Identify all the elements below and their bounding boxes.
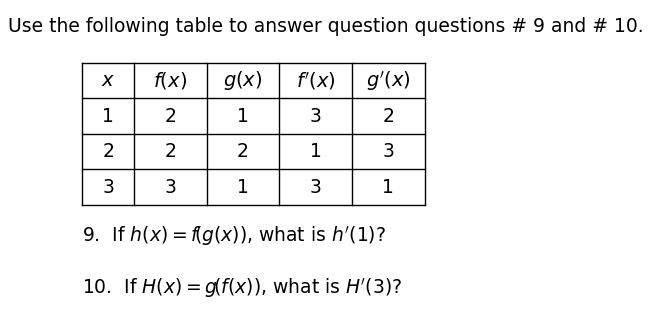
Text: 1: 1 bbox=[102, 107, 114, 126]
Text: 1: 1 bbox=[237, 107, 249, 126]
Text: 9.  If $h(x) = f\!\left(g(x)\right)$, what is $h'(1)$?: 9. If $h(x) = f\!\left(g(x)\right)$, wha… bbox=[82, 224, 386, 248]
Text: 3: 3 bbox=[102, 178, 114, 197]
Text: 3: 3 bbox=[310, 178, 321, 197]
Text: 3: 3 bbox=[310, 107, 321, 126]
Text: $g'(x)$: $g'(x)$ bbox=[366, 69, 411, 93]
Text: 2: 2 bbox=[164, 107, 176, 126]
Text: 1: 1 bbox=[310, 142, 321, 161]
Text: 3: 3 bbox=[382, 142, 394, 161]
Text: 10.  If $H(x) = g\!\left(f(x)\right)$, what is $H'(3)$?: 10. If $H(x) = g\!\left(f(x)\right)$, wh… bbox=[82, 276, 402, 300]
Text: 1: 1 bbox=[382, 178, 394, 197]
Text: 2: 2 bbox=[164, 142, 176, 161]
Text: 2: 2 bbox=[102, 142, 114, 161]
Text: 2: 2 bbox=[237, 142, 249, 161]
Text: $g(x)$: $g(x)$ bbox=[223, 69, 263, 92]
Text: $x$: $x$ bbox=[101, 71, 115, 90]
Text: $f'(x)$: $f'(x)$ bbox=[296, 70, 336, 92]
Text: Use the following table to answer question questions # 9 and # 10.: Use the following table to answer questi… bbox=[8, 17, 644, 36]
Text: 2: 2 bbox=[382, 107, 394, 126]
Text: 3: 3 bbox=[164, 178, 176, 197]
Text: $f(x)$: $f(x)$ bbox=[153, 70, 187, 91]
Text: 1: 1 bbox=[237, 178, 249, 197]
